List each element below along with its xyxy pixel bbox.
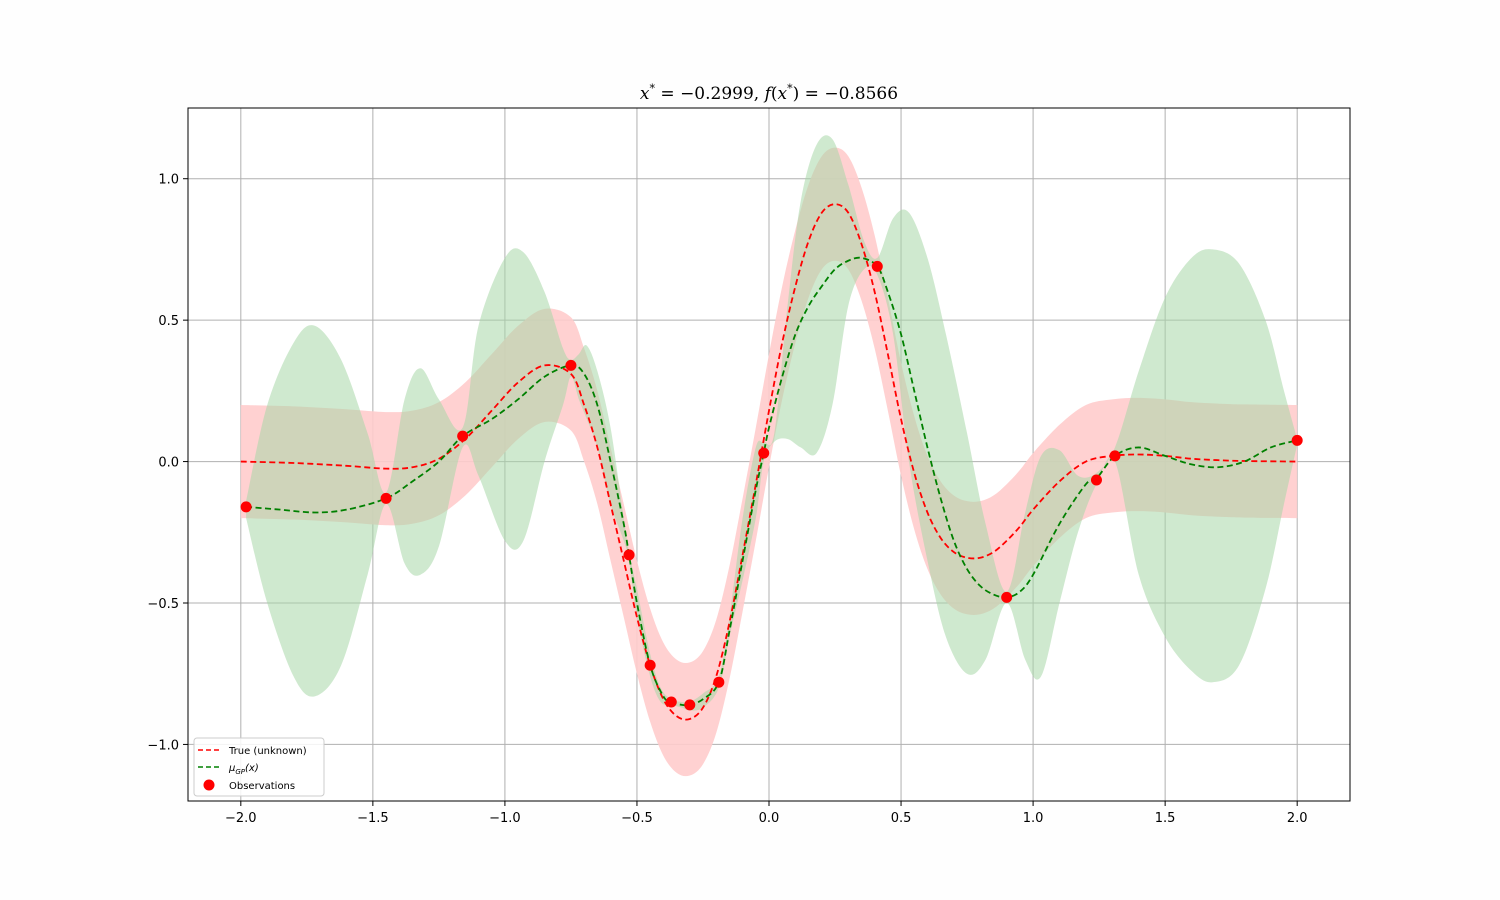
title-f-open: ( (771, 84, 778, 104)
y-tick-label: 1.0 (158, 173, 179, 188)
y-tick-label: −0.5 (147, 597, 179, 612)
observation-point (240, 501, 252, 513)
title-star-2: * (787, 82, 793, 95)
observation-point (684, 699, 696, 711)
x-tick-label: 0.5 (891, 811, 912, 826)
observation-point (565, 359, 577, 371)
legend-gp-sub: GP (235, 768, 245, 776)
x-tick-label: −1.5 (357, 811, 389, 826)
observation-point (1090, 474, 1102, 486)
title-f-value: ) = −0.8566 (793, 84, 898, 104)
true-function-line (240, 203, 1298, 721)
observation-point (623, 549, 635, 561)
confidence-bands (240, 135, 1298, 777)
observation-point (380, 492, 392, 504)
observation-point (1001, 591, 1013, 603)
chart-title: x* = −0.2999, f(x*) = −0.8566 (640, 82, 898, 104)
observation-point (758, 447, 770, 459)
legend-gp-arg: (x) (245, 763, 259, 774)
title-x-value: = −0.2999, (655, 84, 765, 104)
y-tick-label: 0.5 (158, 314, 179, 329)
y-tick-label: −1.0 (147, 738, 179, 753)
observation-point (1291, 434, 1303, 446)
observation-point (457, 430, 469, 442)
title-f-symbol: f (763, 84, 774, 104)
title-x-symbol: x (640, 84, 650, 104)
observation-point (644, 659, 656, 671)
observation-point (665, 696, 677, 708)
x-tick-label: 2.0 (1287, 811, 1308, 826)
true-function-band (240, 147, 1298, 777)
observation-point (713, 676, 725, 688)
gp-mean-line (246, 256, 1298, 707)
legend: True (unknown) μGP(x) Observations (193, 737, 325, 797)
x-tick-label: −2.0 (225, 811, 257, 826)
x-tick-label: 0.0 (759, 811, 780, 826)
legend-true-label: True (unknown) (228, 746, 307, 757)
axis-ticks: −2.0 −1.5 −1.0 −0.5 0.0 0.5 1.0 1.5 2.0 −1.0 −0.5 0… (147, 173, 1307, 826)
legend-gp-label: μGP(x) (228, 763, 259, 776)
x-tick-label: 1.5 (1155, 811, 1176, 826)
observation-point (871, 260, 883, 272)
x-tick-label: −0.5 (621, 811, 653, 826)
observation-point (1109, 450, 1121, 462)
legend-observation-label: Observations (229, 781, 295, 792)
x-tick-label: 1.0 (1023, 811, 1044, 826)
y-tick-label: 0.0 (158, 456, 179, 471)
plot-area (187, 107, 1351, 802)
title-fx-symbol: x (778, 84, 788, 104)
x-tick-label: −1.0 (489, 811, 521, 826)
title-star-1: * (650, 82, 656, 95)
legend-gp-mu: μ (228, 763, 235, 774)
series-lines (240, 203, 1298, 721)
observation-points (240, 260, 1303, 711)
gp-confidence-band (246, 135, 1298, 711)
legend-observation-marker (203, 779, 215, 791)
legend-box (193, 737, 325, 797)
